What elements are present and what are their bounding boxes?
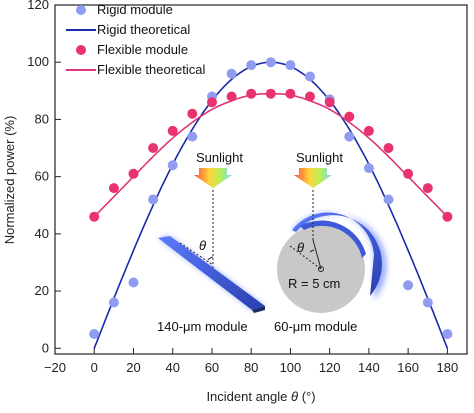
point-flexible-module [403,168,414,179]
x-tick-label: 40 [165,360,179,375]
legend-label-rigid-module: Rigid module [97,2,173,17]
flexible-module-label: 60-μm module [274,319,357,334]
point-rigid-module [344,131,355,142]
point-rigid-module [226,68,237,79]
y-tick-label: 80 [35,111,49,126]
point-rigid-module [148,194,159,205]
point-rigid-module [265,57,276,68]
y-tick-label: 60 [35,169,49,184]
point-flexible-module [108,183,119,194]
legend: Rigid module Rigid theoretical Flexible … [66,2,205,77]
rigid-module-label: 140-μm module [157,319,248,334]
x-tick-label: 180 [437,360,459,375]
point-rigid-module [108,297,119,308]
point-flexible-module [246,88,257,99]
x-tick-label: 60 [205,360,219,375]
point-rigid-module [89,329,100,339]
x-axis-title-prefix: Incident angle [206,389,291,404]
legend-marker-flexible-module [76,45,86,55]
point-flexible-module [265,88,276,99]
point-rigid-module [422,297,433,308]
point-flexible-module [187,108,198,119]
point-flexible-module [305,91,315,102]
point-rigid-module [403,280,414,291]
flexible-panel [292,212,382,296]
point-flexible-module [422,183,433,194]
legend-label-flexible-theoretical: Flexible theoretical [97,62,205,77]
radius-line [312,239,322,270]
x-tick-label: 100 [280,360,302,375]
y-ticks: 0 20 40 60 80 100 120 [27,0,61,355]
theta-arc-left [207,256,214,261]
y-tick-label: 100 [27,54,49,69]
point-rigid-module [305,71,315,82]
x-tick-label: 80 [244,360,258,375]
series-line-flexible-theoretical [93,92,448,218]
plot-frame [54,4,468,355]
inset-flexible-module: Sunlight θ R = 5 cm 60-μm module [274,150,387,334]
x-tick-label: 0 [91,360,98,375]
point-flexible-module [285,88,296,99]
x-tick-label: 20 [126,360,140,375]
point-rigid-module [167,160,178,171]
series-line-rigid-theoretical [93,61,449,349]
point-flexible-module [442,211,453,222]
point-flexible-module [363,125,374,136]
cylinder-center [318,266,324,272]
x-ticks: −20 0 20 40 60 80 100 120 140 160 180 [44,348,458,375]
point-flexible-module [128,168,139,179]
theta-label-right: θ [297,240,304,255]
y-tick-label: 20 [35,283,49,298]
series-layer [89,57,453,349]
point-rigid-module [363,163,374,174]
inset-rigid-module: Sunlight θ 140-μm module [157,150,265,334]
sunlight-arrow-left-icon [194,168,232,188]
y-tick-label: 120 [27,0,49,12]
y-tick-label: 40 [35,226,49,241]
y-tick-label: 0 [42,340,49,355]
point-flexible-module [148,143,159,153]
legend-label-rigid-theoretical: Rigid theoretical [97,22,190,37]
axes: −20 0 20 40 60 80 100 120 140 160 180 0 20 40 60 80 100… [27,0,468,375]
normal-line-left [179,242,214,266]
point-flexible-module [344,111,355,122]
panel-rigid-edge [252,306,265,313]
x-axis-title-symbol: θ [291,389,298,404]
legend-label-flexible-module: Flexible module [97,42,188,57]
theta-label-left: θ [199,238,206,253]
panel-rigid [158,236,265,310]
radius-label: R = 5 cm [288,276,340,291]
point-rigid-module [187,131,198,142]
point-flexible-module [89,211,100,222]
x-axis-title: Incident angle θ (°) [206,389,315,404]
point-rigid-module [383,194,394,205]
flexible-panel-front [300,220,366,258]
legend-marker-rigid-module [76,5,86,15]
y-axis-title: Normalized power (%) [2,116,17,245]
point-rigid-module [128,277,139,288]
point-rigid-module [246,60,257,71]
x-tick-label: 140 [358,360,380,375]
x-tick-label: 120 [319,360,341,375]
point-flexible-module [226,91,237,102]
x-tick-label: 160 [397,360,419,375]
x-tick-label: −20 [44,360,66,375]
point-flexible-module [383,143,394,153]
point-flexible-module [207,97,217,108]
x-axis-title-suffix: (°) [298,389,315,404]
point-rigid-module [285,60,296,71]
point-flexible-module [167,125,178,136]
sunlight-label-right: Sunlight [296,150,343,165]
sunlight-label-left: Sunlight [196,150,243,165]
point-rigid-module [442,329,453,339]
theta-arc-right [309,249,315,253]
normal-line-right [289,245,322,270]
point-flexible-module [324,97,335,108]
sunlight-arrow-right-icon [294,168,332,188]
